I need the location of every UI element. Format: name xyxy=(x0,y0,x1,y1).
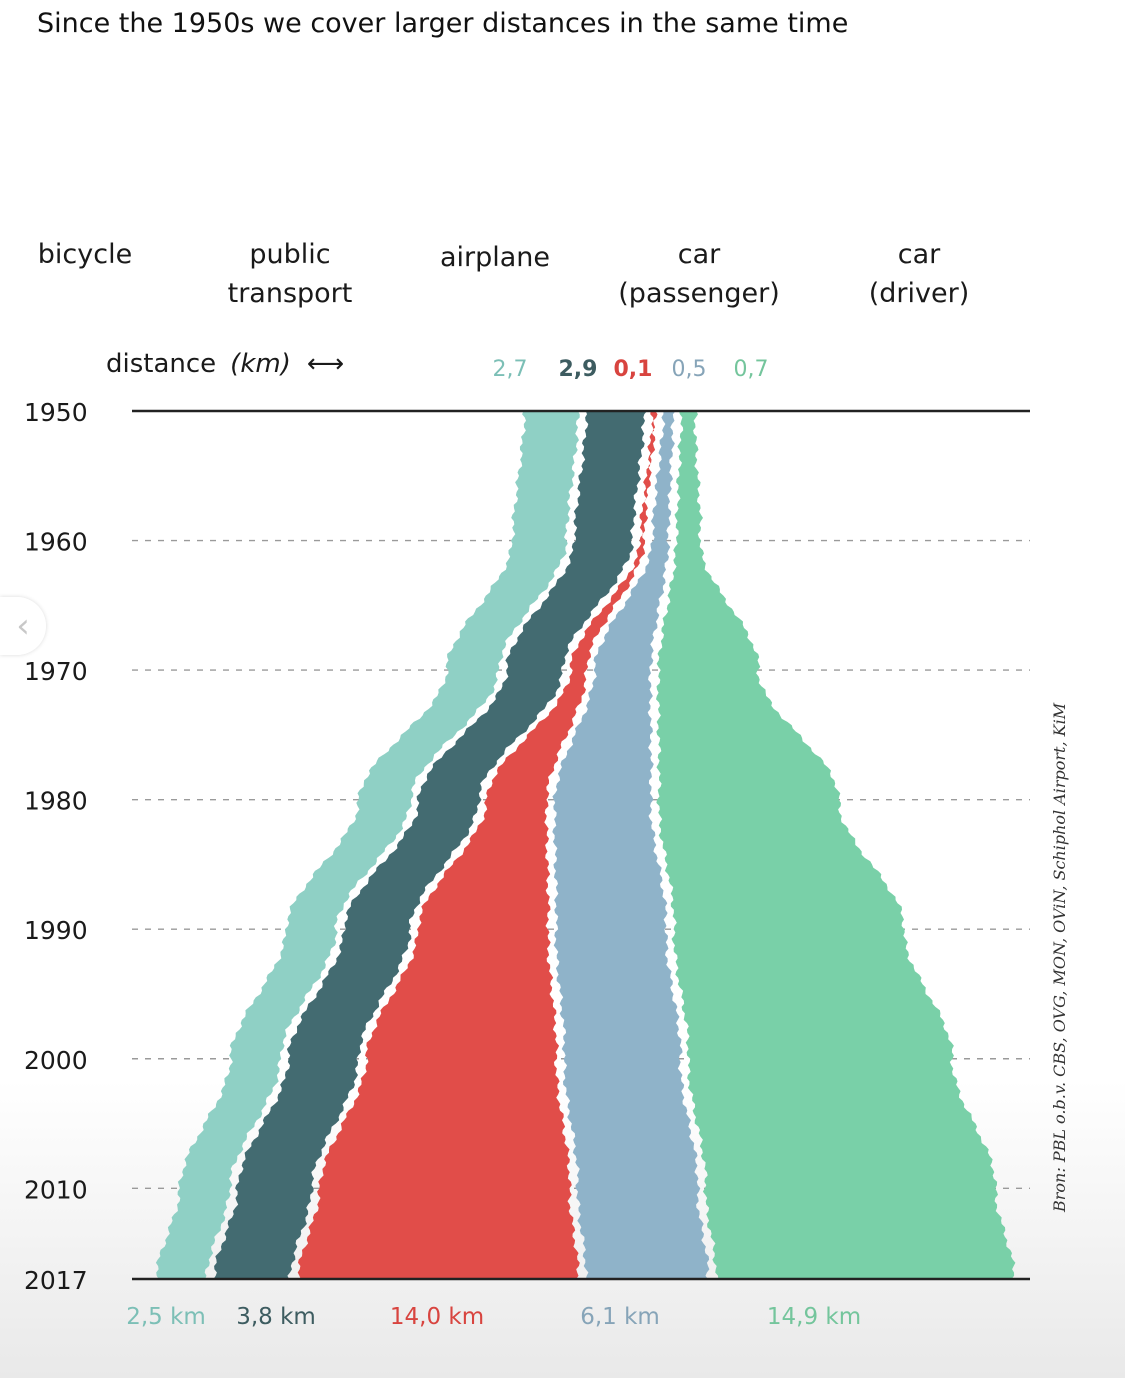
band-car-passenger- xyxy=(552,411,710,1279)
chart-title: Since the 1950s we cover larger distance… xyxy=(37,8,849,39)
car-driver-icon xyxy=(849,102,957,210)
chevron-left-icon: ‹ xyxy=(16,606,30,646)
airplane-icon xyxy=(438,102,546,210)
axis-lines xyxy=(132,409,1030,1281)
car-passenger-icon xyxy=(643,102,751,210)
distance-unit: (km) xyxy=(230,349,291,379)
previous-slide-button[interactable]: ‹ xyxy=(0,597,46,655)
year-label-1950: 1950 xyxy=(24,398,88,427)
mode-label-car-passenger: car (passenger) xyxy=(618,239,780,309)
band-public-transport xyxy=(213,411,648,1279)
end-value-labels: 2,5 km 3,8 km 14,0 km 6,1 km 14,9 km xyxy=(126,1304,861,1330)
year-label-1970: 1970 xyxy=(24,657,88,686)
band-car-driver- xyxy=(656,411,1016,1279)
end-label-2: 14,0 km xyxy=(390,1304,484,1330)
stream-bands xyxy=(155,411,1016,1279)
start-label-2: 0,1 xyxy=(614,357,653,382)
band-airplane xyxy=(297,411,658,1279)
start-label-0: 2,7 xyxy=(493,357,528,382)
start-value-labels: 2,7 2,9 0,1 0,5 0,7 xyxy=(493,357,769,382)
bus-icon xyxy=(233,102,341,210)
end-label-0: 2,5 km xyxy=(126,1304,206,1330)
mode-label-car-driver: car (driver) xyxy=(868,239,970,309)
band-bicycle xyxy=(155,411,580,1279)
end-label-3: 6,1 km xyxy=(580,1304,660,1330)
year-labels: 1950 1960 1970 1980 1990 2000 2010 2017 xyxy=(24,398,88,1295)
start-label-3: 0,5 xyxy=(672,357,707,382)
year-label-2010: 2010 xyxy=(24,1175,88,1204)
year-label-2017: 2017 xyxy=(24,1266,88,1295)
mode-label-public-transport: public transport xyxy=(227,239,353,309)
mode-label-airplane: airplane xyxy=(439,242,551,273)
year-label-1960: 1960 xyxy=(24,528,88,557)
year-label-1990: 1990 xyxy=(24,916,88,945)
double-arrow-icon: ⟷ xyxy=(306,349,345,379)
year-label-2000: 2000 xyxy=(24,1046,88,1075)
end-label-4: 14,9 km xyxy=(767,1304,861,1330)
year-label-1980: 1980 xyxy=(24,787,88,816)
start-label-4: 0,7 xyxy=(734,357,769,382)
source-note: Bron: PBL o.b.v. CBS, OVG, MON, OViN, Sc… xyxy=(1050,702,1069,1212)
distance-header: distance (km) ⟷ xyxy=(106,349,344,379)
end-label-1: 3,8 km xyxy=(236,1304,316,1330)
bicycle-icon xyxy=(27,102,135,210)
mode-label-bicycle: bicycle xyxy=(37,239,133,270)
distance-label: distance xyxy=(106,349,217,379)
start-label-1: 2,9 xyxy=(559,357,598,382)
